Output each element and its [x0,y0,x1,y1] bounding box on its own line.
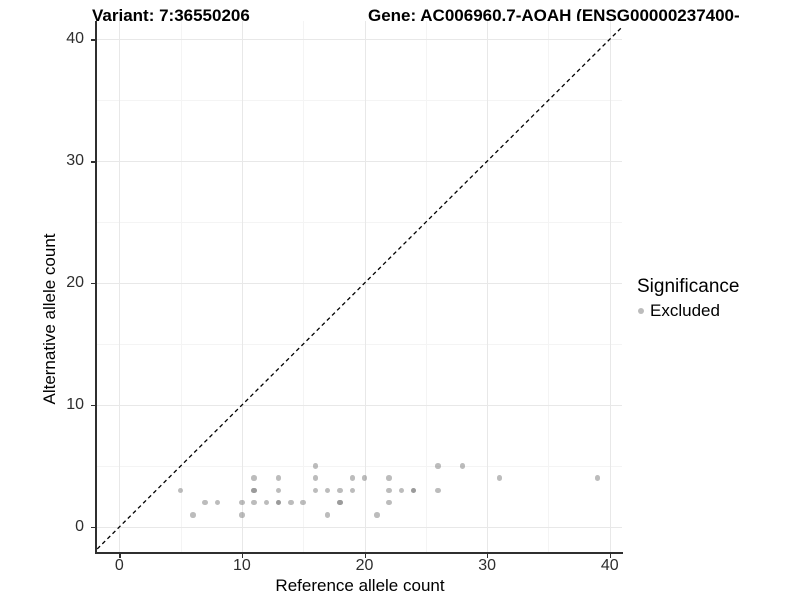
gridline-major [96,39,622,41]
data-point [300,499,306,506]
gridline-minor [96,100,622,102]
y-tick-mark [90,161,95,163]
gridline-minor [96,466,622,468]
data-point [386,499,392,506]
gridline-major [119,21,121,552]
data-point [398,487,405,494]
gridline-minor [96,344,622,346]
data-point [251,499,257,506]
x-tick-mark [364,553,366,558]
data-point [324,487,331,494]
y-tick-label: 10 [66,395,84,413]
data-point [435,487,441,494]
data-point [337,499,343,506]
data-point [374,512,380,518]
data-point [410,487,417,494]
y-tick-label: 40 [66,29,84,47]
data-point [349,487,355,494]
x-tick-label: 10 [233,557,251,574]
data-point [435,463,441,469]
legend-item-label: Excluded [650,301,720,320]
data-point [312,463,319,469]
x-tick-mark [241,553,244,558]
identity-line-layer [96,26,622,552]
legend: Significance Excluded [637,276,739,321]
y-tick-mark [90,527,95,529]
y-tick-mark [90,39,95,41]
gridline-minor [180,21,182,552]
gridline-minor [96,222,622,224]
data-point [349,475,355,481]
data-point [239,512,245,518]
data-point [324,512,331,518]
x-tick-mark [609,553,612,558]
data-point [239,499,245,506]
gridline-major [487,21,489,552]
gridline-major [96,527,622,528]
data-point [251,487,257,494]
y-axis-line [95,21,97,553]
x-tick-label: 30 [478,557,497,574]
data-point [275,499,282,506]
plot-title-variant: Variant: 7:36550206 [92,6,250,25]
y-tick-label: 0 [75,517,84,535]
gridline-major [364,21,366,552]
data-point [361,475,368,481]
data-point [190,512,196,518]
data-point [386,475,392,481]
data-point [312,475,319,481]
data-point [251,475,257,481]
x-axis-title: Reference allele count [275,576,445,595]
data-point [386,487,392,494]
x-tick-label: 40 [600,557,619,574]
data-point [275,475,282,481]
y-tick-mark [90,405,95,407]
data-point [496,475,503,481]
identity-line [96,26,622,552]
gridline-major [96,405,622,407]
gridline-major [96,283,622,285]
x-tick-mark [487,553,489,558]
gridline-major [241,21,243,552]
x-tick-mark [119,553,121,558]
legend-item-excluded: Excluded [637,301,739,321]
data-point [202,499,208,506]
data-point [337,487,343,494]
y-axis-title: Alternative allele count [40,233,59,405]
y-tick-label: 30 [66,151,84,169]
data-point [288,499,294,506]
x-axis-line [95,552,623,554]
data-point [263,499,270,506]
data-point [594,475,601,481]
data-point [177,487,184,494]
plot-panel [96,21,622,552]
x-tick-label: 20 [355,557,374,574]
data-point [312,487,319,494]
gridline-major [96,161,622,163]
y-tick-mark [90,283,95,285]
x-tick-label: 0 [114,557,124,574]
legend-title: Significance [637,276,740,297]
gridline-minor [303,21,305,552]
data-point [214,499,221,506]
legend-point-icon [638,308,644,314]
y-tick-label: 20 [66,273,84,291]
gridline-major [609,21,611,552]
data-point [275,487,282,494]
plot-title-gene: Gene: AC006960.7-AOAH (ENSG00000237400- [368,6,740,25]
data-point [459,463,466,469]
gridline-minor [425,21,427,552]
gridline-minor [548,21,550,552]
